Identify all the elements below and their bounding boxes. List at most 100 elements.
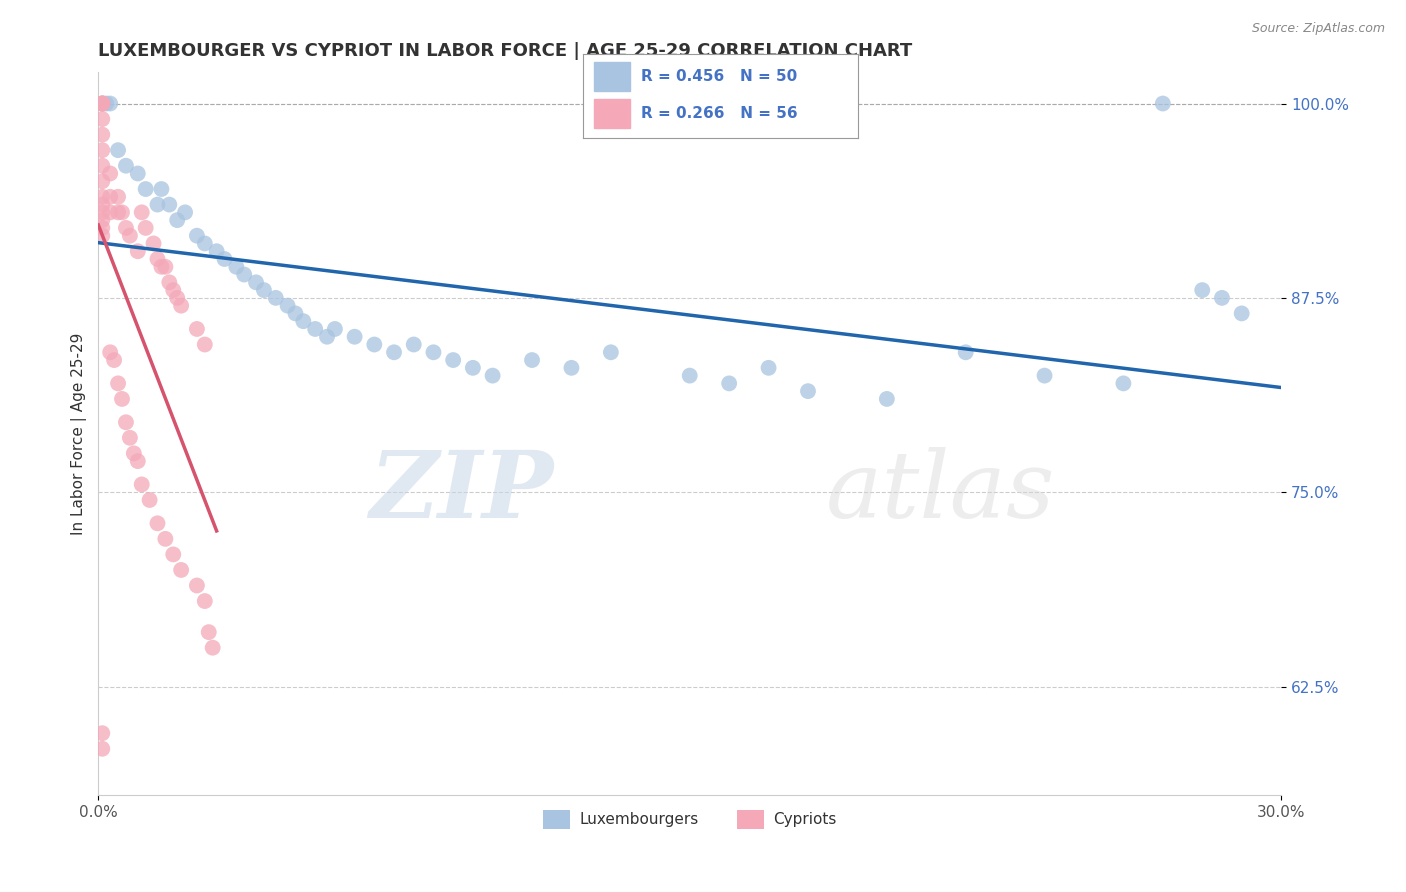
Point <box>304 322 326 336</box>
Point <box>135 182 157 196</box>
Point <box>91 128 114 142</box>
Point <box>481 368 503 383</box>
Point <box>197 625 219 640</box>
Point <box>1152 96 1174 111</box>
Point <box>91 197 114 211</box>
Point <box>1112 376 1135 391</box>
Point <box>150 260 173 274</box>
Point <box>155 532 177 546</box>
Point <box>146 197 169 211</box>
Text: LUXEMBOURGER VS CYPRIOT IN LABOR FORCE | AGE 25-29 CORRELATION CHART: LUXEMBOURGER VS CYPRIOT IN LABOR FORCE |… <box>98 42 912 60</box>
Point <box>138 493 160 508</box>
Point <box>91 112 114 126</box>
Point <box>316 330 339 344</box>
Point <box>155 260 177 274</box>
Point <box>135 220 157 235</box>
Point <box>157 197 180 211</box>
Point <box>91 213 114 227</box>
Point <box>127 454 149 468</box>
Point <box>201 640 224 655</box>
Point <box>1211 291 1233 305</box>
Point <box>292 314 315 328</box>
Point <box>98 345 121 359</box>
Point <box>402 337 425 351</box>
Point <box>91 228 114 243</box>
Point <box>146 252 169 266</box>
Point <box>96 96 118 111</box>
Point <box>131 477 153 491</box>
Text: atlas: atlas <box>825 447 1056 537</box>
Point <box>186 578 208 592</box>
Point <box>1230 306 1253 320</box>
Point <box>955 345 977 359</box>
Point <box>122 446 145 460</box>
Point <box>118 228 141 243</box>
Point <box>98 166 121 180</box>
Point <box>118 431 141 445</box>
Point <box>162 283 184 297</box>
Point <box>91 159 114 173</box>
Point <box>98 96 121 111</box>
Point <box>194 594 217 608</box>
Point <box>718 376 741 391</box>
Point <box>91 96 114 111</box>
Point <box>194 337 217 351</box>
Point <box>166 213 188 227</box>
Point <box>363 337 385 351</box>
Point <box>174 205 197 219</box>
Point <box>91 96 114 111</box>
Point <box>150 182 173 196</box>
Point <box>382 345 405 359</box>
Point <box>111 392 134 406</box>
Point <box>91 143 114 157</box>
Point <box>91 174 114 188</box>
Point <box>115 415 138 429</box>
Point <box>422 345 444 359</box>
Point <box>343 330 366 344</box>
Point <box>107 143 129 157</box>
Text: R = 0.456   N = 50: R = 0.456 N = 50 <box>641 69 797 84</box>
Point <box>91 96 114 111</box>
Point <box>142 236 165 251</box>
Point <box>560 360 582 375</box>
Point <box>157 276 180 290</box>
Point <box>441 353 464 368</box>
Point <box>233 268 256 282</box>
Point <box>91 220 114 235</box>
Point <box>98 205 121 219</box>
Point <box>91 741 114 756</box>
Point <box>131 205 153 219</box>
Point <box>107 376 129 391</box>
Legend: Luxembourgers, Cypriots: Luxembourgers, Cypriots <box>537 804 844 835</box>
Point <box>186 322 208 336</box>
Point <box>103 353 125 368</box>
Point <box>107 205 129 219</box>
Y-axis label: In Labor Force | Age 25-29: In Labor Force | Age 25-29 <box>72 333 87 535</box>
Point <box>277 299 299 313</box>
Text: ZIP: ZIP <box>370 447 554 537</box>
Point <box>599 345 621 359</box>
Point <box>758 360 780 375</box>
Point <box>876 392 898 406</box>
Point <box>107 190 129 204</box>
Point <box>225 260 247 274</box>
Point <box>679 368 702 383</box>
Point <box>461 360 484 375</box>
Point <box>245 276 267 290</box>
Bar <box>595 62 630 91</box>
Point <box>91 96 114 111</box>
Point <box>91 190 114 204</box>
Point <box>284 306 307 320</box>
Point <box>214 252 236 266</box>
Point <box>91 726 114 740</box>
Point <box>1033 368 1056 383</box>
Point <box>115 220 138 235</box>
Point <box>91 96 114 111</box>
Point <box>323 322 346 336</box>
Point <box>91 205 114 219</box>
Point <box>115 159 138 173</box>
Point <box>1191 283 1213 297</box>
Point <box>797 384 820 399</box>
Bar <box>595 99 630 128</box>
Point <box>127 244 149 259</box>
